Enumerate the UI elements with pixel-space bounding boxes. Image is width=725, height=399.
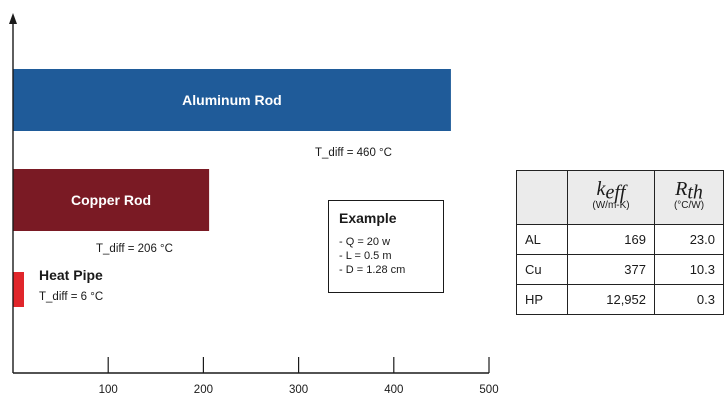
bar-annotation: T_diff = 206 °C: [96, 243, 173, 255]
row-r-value: 23.0: [654, 224, 724, 255]
table-row: Cu 377 10.3: [516, 254, 724, 285]
header-k-eff: keff (W/m-K): [567, 170, 655, 225]
x-tick-label: 500: [479, 384, 498, 396]
example-title: Example: [339, 210, 397, 226]
example-box: Example - Q = 20 w - L = 0.5 m - D = 1.2…: [328, 200, 444, 293]
row-label: Cu: [516, 254, 568, 285]
header-k-unit: (W/m-K): [592, 200, 630, 212]
bar-label: Aluminum Rod: [182, 92, 282, 108]
row-r-value: 10.3: [654, 254, 724, 285]
row-k-value: 169: [567, 224, 655, 255]
bar-chart: Aluminum Rod T_diff = 460 °C Copper Rod T_d…: [9, 13, 499, 396]
row-r-value: 0.3: [654, 284, 724, 315]
bar-label: Copper Rod: [71, 192, 151, 208]
table-corner-cell: [516, 170, 568, 225]
y-axis-arrow: [9, 13, 17, 24]
header-r-unit: (°C/W): [673, 200, 705, 212]
header-r-subscript: th: [687, 181, 703, 204]
row-label: AL: [516, 224, 568, 255]
bar: [13, 272, 24, 307]
x-tick-label: 400: [384, 384, 403, 396]
table-row: AL 169 23.0: [516, 224, 724, 255]
header-k-symbol: k: [596, 177, 606, 200]
header-k-subscript: eff: [605, 181, 626, 204]
table-row: HP 12,952 0.3: [516, 284, 724, 315]
bar-label: Heat Pipe: [39, 267, 103, 283]
x-tick-label: 200: [194, 384, 213, 396]
example-line: - L = 0.5 m: [339, 250, 392, 262]
example-line: - Q = 20 w: [339, 236, 391, 248]
x-tick-label: 300: [289, 384, 308, 396]
example-line: - D = 1.28 cm: [339, 264, 406, 276]
row-k-value: 12,952: [567, 284, 655, 315]
row-k-value: 377: [567, 254, 655, 285]
header-r-th: Rth (°C/W): [654, 170, 724, 225]
bar: [13, 169, 210, 231]
x-tick-label: 100: [99, 384, 118, 396]
header-r-symbol: R: [675, 177, 688, 200]
bar-annotation: T_diff = 6 °C: [39, 291, 103, 303]
row-label: HP: [516, 284, 568, 315]
bar: [13, 69, 451, 131]
properties-table: keff (W/m-K) Rth (°C/W) AL 169 23.0 Cu 3…: [516, 170, 724, 315]
bar-annotation: T_diff = 460 °C: [315, 147, 392, 159]
